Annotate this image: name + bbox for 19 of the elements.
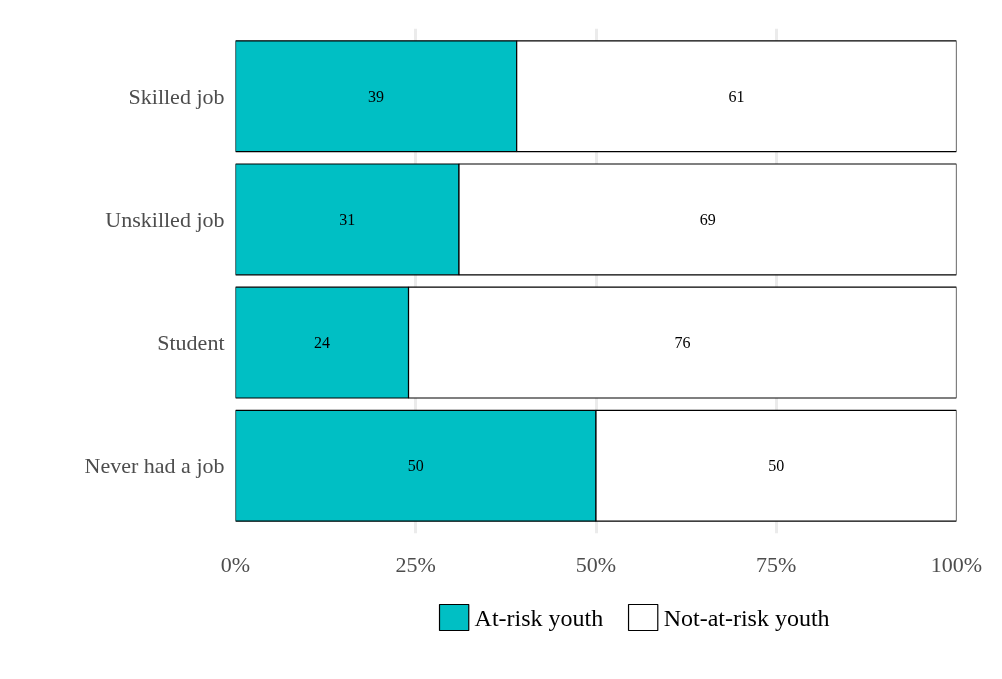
data-label: 50	[407, 457, 424, 475]
legend-label: At-risk youth	[474, 604, 604, 631]
data-label: 24	[314, 334, 331, 352]
data-label: 39	[368, 87, 385, 105]
data-label: 50	[768, 457, 785, 475]
data-label: 76	[674, 334, 691, 352]
y-tick-label: Skilled job	[128, 83, 225, 109]
x-tick-label: 75%	[756, 551, 797, 577]
legend-label: Not-at-risk youth	[663, 604, 830, 631]
data-label: 69	[699, 210, 716, 228]
y-tick-label: Unskilled job	[105, 206, 225, 232]
x-tick-label: 100%	[930, 551, 983, 577]
y-tick-label: Student	[157, 330, 225, 356]
x-tick-label: 50%	[575, 551, 617, 577]
data-label: 31	[339, 210, 356, 228]
x-tick-label: 0%	[220, 551, 251, 577]
data-label: 61	[728, 87, 745, 105]
y-tick-label: Never had a job	[84, 453, 225, 479]
x-tick-label: 25%	[395, 551, 436, 577]
